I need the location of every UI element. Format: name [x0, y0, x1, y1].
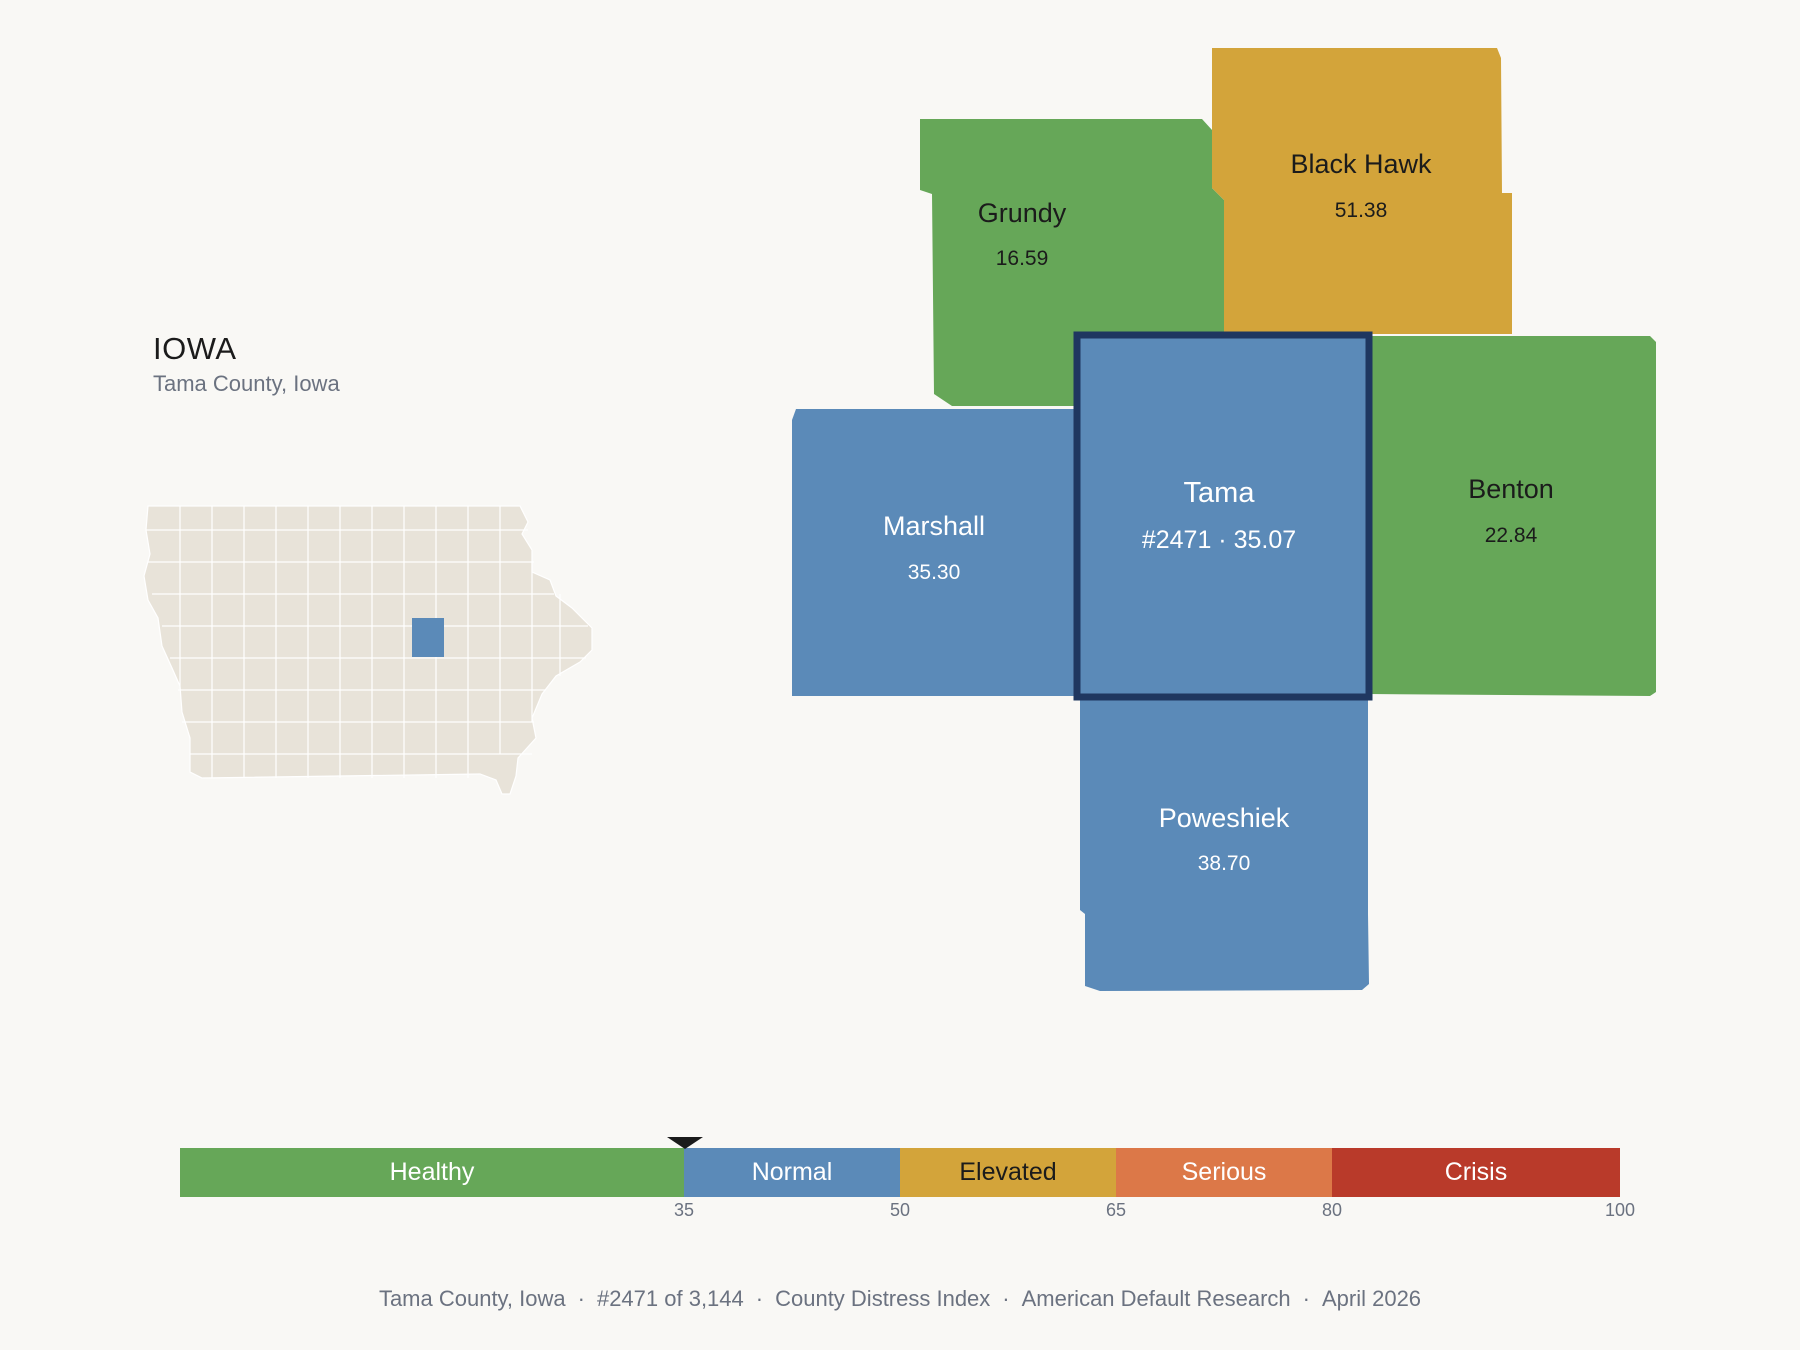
county-value-benton: 22.84 [1485, 524, 1538, 547]
scale-marker-icon [667, 1137, 703, 1149]
county-label-poweshiek: Poweshiek [1159, 803, 1290, 833]
scale-segment-healthy: Healthy [180, 1148, 684, 1197]
county-label-benton: Benton [1468, 474, 1554, 504]
county-benton[interactable] [1369, 336, 1656, 696]
scale-tick: 100 [1604, 1200, 1636, 1220]
footer-source: American Default Research [1021, 1286, 1291, 1311]
scale-segment-normal: Normal [684, 1148, 900, 1197]
county-label-black-hawk: Black Hawk [1290, 149, 1432, 179]
county-grid [146, 506, 588, 778]
scale-segment-elevated: Elevated [900, 1148, 1116, 1197]
county-tama[interactable] [1073, 331, 1373, 701]
scale-tick: 65 [1105, 1200, 1127, 1220]
state-subtitle: Tama County, Iowa [153, 371, 340, 396]
scale-tick: 50 [889, 1200, 911, 1220]
county-value-marshall: 35.30 [908, 561, 961, 584]
scale-tick: 35 [673, 1200, 695, 1220]
county-black-hawk[interactable] [1212, 48, 1512, 334]
state-inset-map [143, 505, 593, 795]
county-value-grundy: 16.59 [996, 247, 1049, 270]
footer-date: April 2026 [1321, 1286, 1422, 1311]
footer: Tama County, Iowa · #2471 of 3,144 · County … [378, 1286, 1422, 1311]
county-marshall[interactable] [792, 409, 1076, 696]
county-poweshiek[interactable] [1080, 696, 1369, 991]
footer-rank: #2471 of 3,144 [596, 1286, 744, 1311]
county-grundy[interactable] [920, 119, 1224, 406]
county-label-tama: Tama [1184, 477, 1256, 509]
footer-index: County Distress Index [775, 1286, 991, 1311]
county-label-marshall: Marshall [883, 511, 985, 541]
scale-segment-serious: Serious [1116, 1148, 1332, 1197]
scale-tick: 80 [1321, 1200, 1343, 1220]
regional-county-map: Grundy 16.59 Black Hawk 51.38 Marshall 3… [792, 48, 1656, 991]
county-value-tama: #2471 · 35.07 [1142, 526, 1296, 554]
county-value-poweshiek: 38.70 [1198, 852, 1251, 875]
county-value-black-hawk: 51.38 [1335, 199, 1388, 222]
county-label-grundy: Grundy [978, 198, 1067, 228]
state-title: IOWA [153, 331, 237, 366]
inset-tama-highlight[interactable] [412, 618, 444, 657]
footer-county: Tama County, Iowa [378, 1286, 566, 1311]
scale-segment-crisis: Crisis [1332, 1148, 1620, 1197]
